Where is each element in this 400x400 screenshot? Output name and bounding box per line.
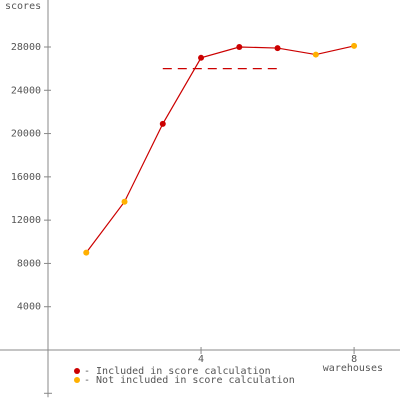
y-tick-label: 24000 xyxy=(11,85,41,96)
data-point xyxy=(274,45,281,52)
x-axis-label: warehouses xyxy=(323,363,383,374)
x-tick-label: 4 xyxy=(198,354,204,365)
legend-marker xyxy=(74,368,80,374)
y-tick-label: 8000 xyxy=(17,258,41,269)
data-point xyxy=(351,42,358,49)
y-tick-label: 20000 xyxy=(11,129,41,140)
data-point xyxy=(159,120,166,127)
legend-marker xyxy=(74,377,80,383)
y-tick-label: 12000 xyxy=(11,215,41,226)
data-point xyxy=(198,54,205,61)
data-point xyxy=(312,51,319,58)
data-point xyxy=(83,249,90,256)
legend-label: - Included in score calculation xyxy=(84,366,271,377)
x-tick-label: 8 xyxy=(351,354,357,365)
y-tick-label: 16000 xyxy=(11,172,41,183)
data-point xyxy=(236,43,243,50)
y-tick-label: 28000 xyxy=(11,42,41,53)
y-axis-label: scores xyxy=(5,1,41,12)
data-point xyxy=(121,198,128,205)
legend-label: - Not included in score calculation xyxy=(84,375,295,386)
data-line xyxy=(85,45,355,253)
y-tick-label: 4000 xyxy=(17,302,41,313)
